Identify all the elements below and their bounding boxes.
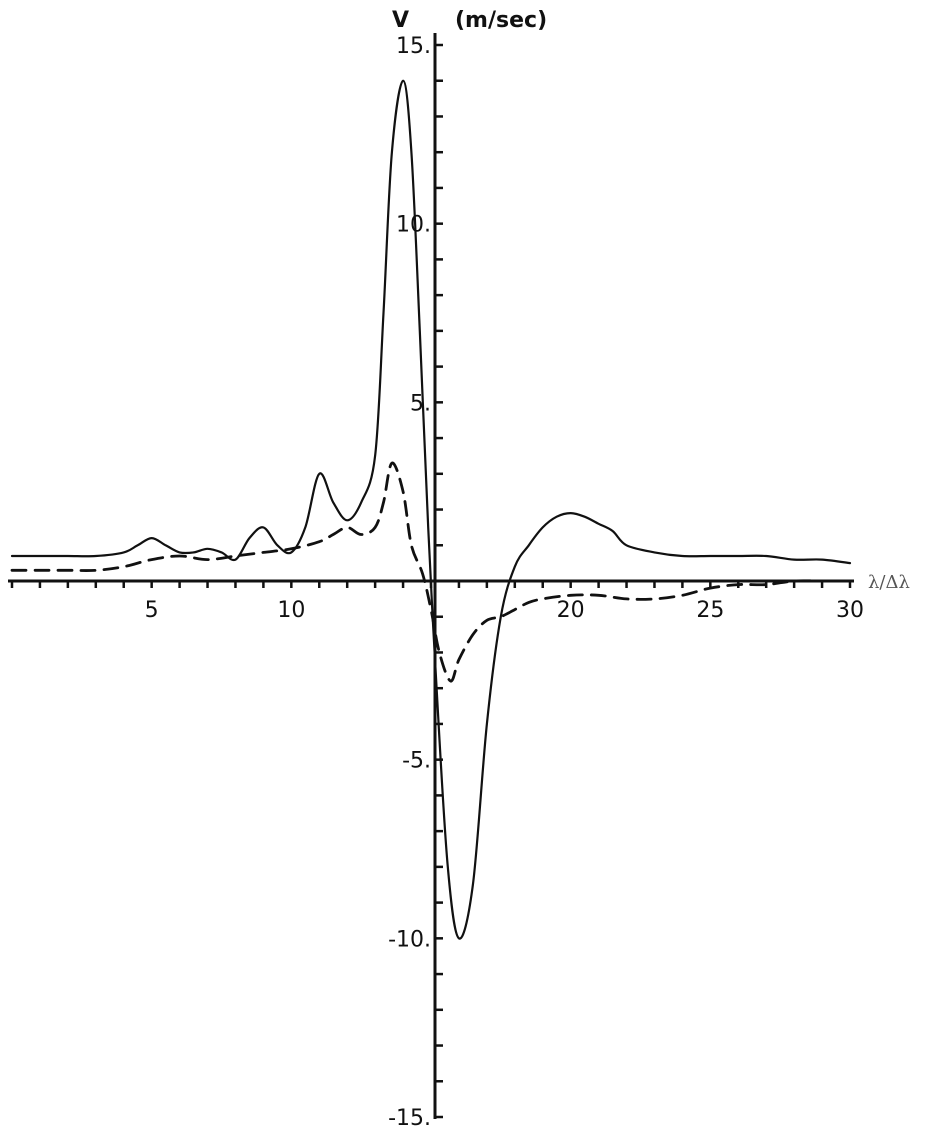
tick-labels: 5 10 20 25 30 15. 10. 5. -5. -10. -15. [145, 34, 864, 1131]
y-tick-label: 10. [396, 213, 431, 238]
y-tick-label: -15. [388, 1106, 431, 1131]
y-tick-label: -5. [402, 749, 431, 774]
x-tick-label: 10 [277, 598, 305, 623]
data-series [10, 79, 852, 940]
y-tick-label: 5. [410, 391, 431, 416]
y-tick-label: -10. [388, 927, 431, 952]
x-tick-label: 30 [836, 598, 864, 623]
x-axis-title: λ/Δλ [868, 572, 910, 593]
solid-velocity-curve [10, 79, 852, 940]
x-tick-label: 5 [145, 598, 159, 623]
y-axis-unit: (m/sec) [455, 8, 547, 33]
y-axis-symbol: V [392, 8, 409, 33]
y-tick-label: 15. [396, 34, 431, 59]
x-tick-label: 20 [557, 598, 585, 623]
dashed-velocity-curve [10, 461, 852, 683]
x-tick-label: 25 [696, 598, 724, 623]
